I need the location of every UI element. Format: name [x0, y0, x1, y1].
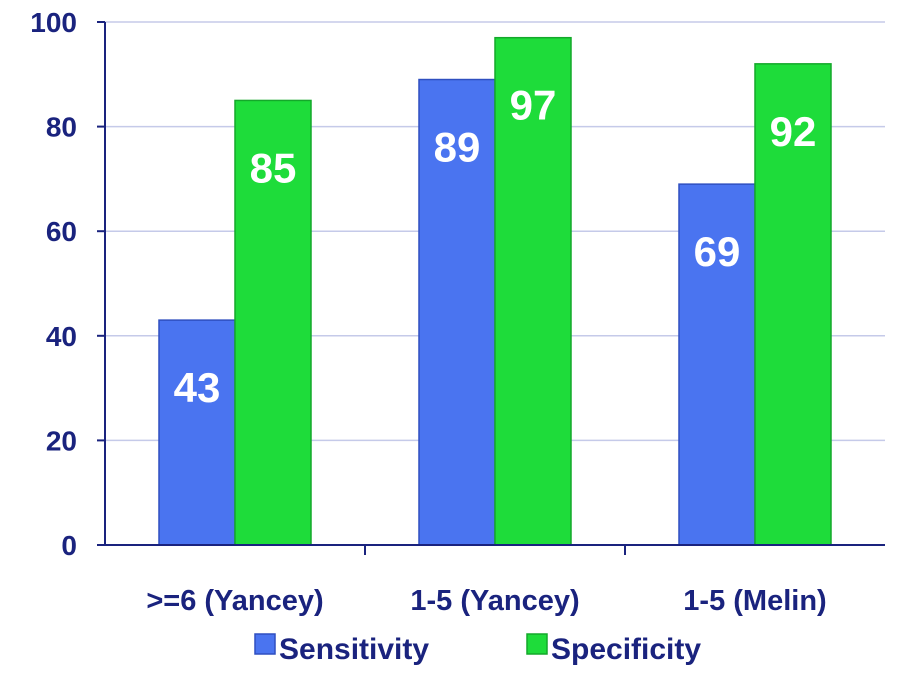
data-label: 85	[250, 144, 297, 191]
legend-label-sensitivity: Sensitivity	[279, 633, 429, 666]
legend: Sensitivity Specificity	[254, 633, 701, 666]
bars	[158, 36, 832, 546]
x-category-label: >=6 (Yancey)	[146, 585, 323, 617]
legend-swatch-specificity	[526, 633, 548, 655]
y-tick-label: 80	[46, 112, 77, 143]
data-label: 97	[510, 82, 557, 129]
x-axis-labels: >=6 (Yancey) 1-5 (Yancey) 1-5 (Melin)	[146, 585, 826, 617]
y-tick-label: 20	[46, 425, 77, 456]
x-category-label: 1-5 (Yancey)	[410, 585, 579, 617]
bar-sensitivity-2	[678, 183, 756, 546]
y-tick-label: 40	[46, 321, 77, 352]
data-labels: 43 85 89 97 69 92	[174, 82, 817, 411]
axes	[97, 21, 885, 555]
legend-label-specificity: Specificity	[551, 633, 701, 666]
bar-specificity-0	[234, 99, 312, 546]
y-tick-label: 100	[30, 7, 77, 38]
data-label: 89	[434, 124, 481, 171]
data-label: 92	[770, 108, 817, 155]
y-tick-label: 60	[46, 216, 77, 247]
y-tick-label: 0	[61, 530, 77, 561]
bar-sensitivity-0	[158, 319, 236, 546]
legend-swatch-sensitivity	[254, 633, 276, 655]
x-category-label: 1-5 (Melin)	[683, 585, 826, 617]
bar-specificity-2	[754, 63, 832, 546]
y-axis-ticks: 0 20 40 60 80 100	[30, 7, 77, 561]
data-label: 43	[174, 364, 221, 411]
data-label: 69	[694, 228, 741, 275]
bar-specificity-1	[494, 36, 572, 546]
